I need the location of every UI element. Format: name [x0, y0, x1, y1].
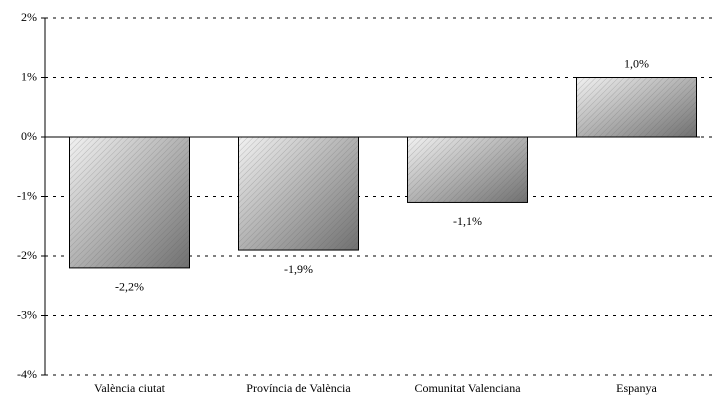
- bar-hatch: [576, 77, 697, 138]
- x-tick-label: València ciutat: [94, 381, 166, 395]
- y-tick-label: -4%: [17, 367, 37, 381]
- y-tick-label: 1%: [21, 69, 37, 83]
- y-tick-label: -3%: [17, 307, 37, 321]
- data-label: -1,9%: [284, 262, 313, 276]
- y-tick-label: 2%: [21, 10, 37, 24]
- bar-hatch: [238, 136, 359, 251]
- bar-hatch: [407, 136, 528, 203]
- bar-hatch: [69, 136, 190, 269]
- data-label: -2,2%: [115, 280, 144, 294]
- y-tick-label: -2%: [17, 248, 37, 262]
- x-tick-label: Espanya: [616, 381, 657, 395]
- x-tick-label: Província de València: [246, 381, 351, 395]
- data-label: 1,0%: [624, 56, 649, 70]
- y-tick-label: -1%: [17, 188, 37, 202]
- y-tick-label: 0%: [21, 129, 37, 143]
- data-label: -1,1%: [453, 214, 482, 228]
- x-tick-label: Comunitat Valenciana: [414, 381, 521, 395]
